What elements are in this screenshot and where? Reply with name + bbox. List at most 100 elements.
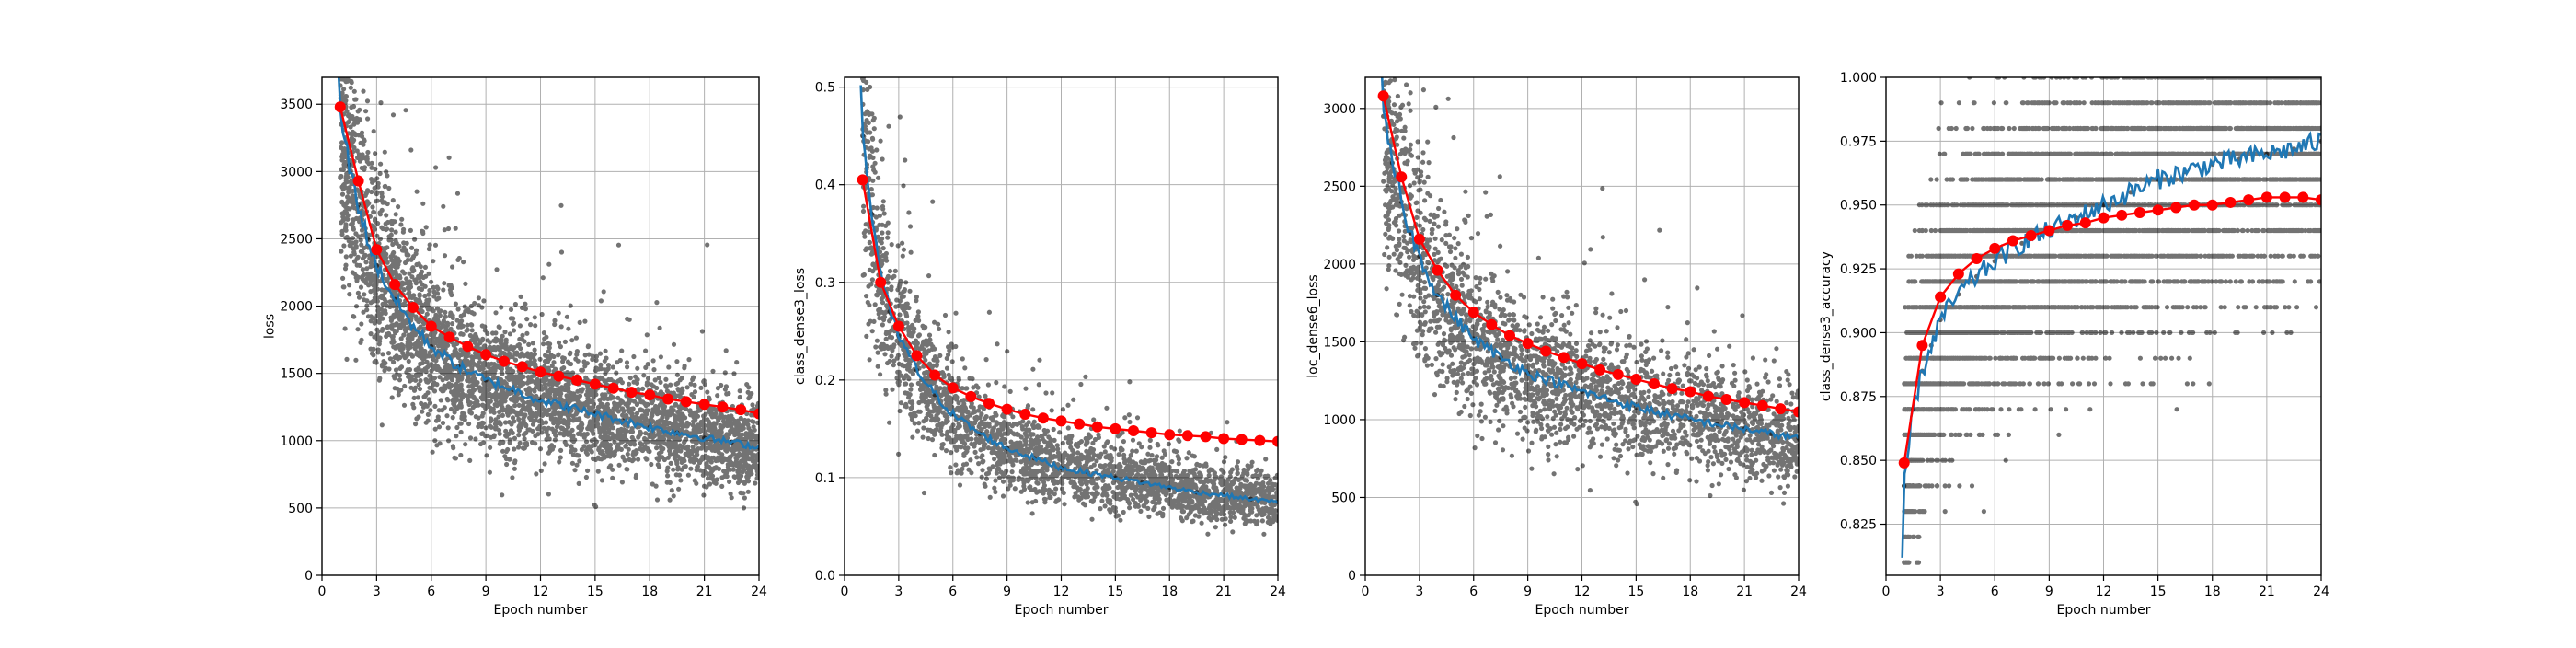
y-tick-label: 3500 [280, 98, 313, 112]
marker-point [335, 101, 346, 112]
x-tick-label: 6 [949, 584, 957, 599]
marker-point [2280, 191, 2291, 202]
marker-point [1667, 383, 1678, 394]
y-axis-label: class_dense3_loss [793, 268, 808, 385]
marker-point [1038, 412, 1049, 423]
x-tick-label: 12 [533, 584, 549, 599]
x-tick-label: 0 [841, 584, 849, 599]
marker-point [2225, 197, 2236, 208]
marker-point [948, 382, 959, 393]
marker-point [499, 356, 510, 367]
marker-point [912, 350, 923, 361]
y-axis-label: class_dense3_accuracy [1819, 251, 1834, 401]
marker-point [699, 399, 710, 410]
y-tick-label: 0.3 [815, 276, 835, 291]
marker-point [1504, 330, 1515, 341]
marker-point [1935, 292, 1946, 303]
marker-point [1703, 391, 1714, 402]
marker-point [1577, 358, 1588, 369]
marker-point [1468, 307, 1479, 318]
marker-point [553, 371, 564, 382]
x-tick-label: 18 [2204, 584, 2221, 599]
x-tick-label: 6 [1469, 584, 1478, 599]
y-tick-label: 1500 [280, 367, 313, 382]
marker-point [480, 349, 491, 360]
y-tick-label: 1500 [1323, 335, 1356, 350]
marker-point [1721, 394, 1732, 405]
x-tick-label: 18 [1161, 584, 1178, 599]
marker-point [1953, 269, 1964, 280]
y-axis-label: loc_dense6_loss [1306, 274, 1321, 377]
marker-point [1218, 433, 1229, 444]
marker-point [735, 404, 746, 415]
y-tick-label: 0.875 [1840, 390, 1877, 405]
marker-point [1146, 427, 1157, 438]
x-tick-label: 24 [1790, 584, 1807, 599]
marker-point [2099, 213, 2110, 224]
marker-point [2170, 202, 2181, 213]
marker-point [2261, 191, 2272, 202]
marker-point [857, 174, 868, 185]
marker-point [1236, 434, 1248, 446]
x-axis-label: Epoch number [494, 603, 588, 618]
marker-point [1523, 338, 1534, 349]
marker-point [353, 176, 364, 187]
marker-point [444, 331, 455, 342]
marker-point [2116, 210, 2127, 221]
y-tick-label: 0.0 [815, 569, 835, 584]
marker-point [2080, 217, 2091, 228]
marker-point [608, 383, 619, 394]
marker-point [2026, 230, 2037, 241]
y-tick-label: 0.2 [815, 374, 835, 388]
y-tick-label: 0.975 [1840, 134, 1877, 149]
x-tick-label: 6 [1991, 584, 1999, 599]
y-tick-label: 0.5 [815, 81, 835, 96]
marker-point [1558, 352, 1570, 363]
y-axis-label: loss [263, 314, 278, 339]
y-tick-label: 0.825 [1840, 518, 1877, 533]
marker-point [2043, 225, 2054, 236]
marker-point [2153, 204, 2164, 215]
marker-point [681, 396, 692, 407]
x-tick-label: 3 [1415, 584, 1423, 599]
x-tick-label: 24 [2313, 584, 2329, 599]
marker-point [2189, 200, 2200, 211]
marker-point [875, 277, 886, 288]
marker-point [1110, 423, 1121, 434]
marker-point [1092, 422, 1103, 433]
y-tick-label: 1000 [280, 434, 313, 449]
x-tick-label: 9 [1003, 584, 1011, 599]
marker-point [1201, 431, 1212, 442]
marker-point [590, 378, 601, 389]
marker-point [462, 341, 473, 352]
marker-point [2243, 194, 2254, 205]
x-tick-label: 3 [1937, 584, 1945, 599]
y-tick-label: 0.950 [1840, 199, 1877, 214]
y-tick-label: 2500 [1323, 179, 1356, 194]
x-tick-label: 3 [894, 584, 903, 599]
marker-point [389, 279, 400, 290]
x-tick-label: 0 [1882, 584, 1891, 599]
marker-point [662, 393, 673, 404]
x-axis-label: Epoch number [1015, 603, 1109, 618]
x-tick-label: 21 [696, 584, 713, 599]
y-tick-label: 3000 [1323, 102, 1356, 117]
marker-point [517, 361, 528, 372]
marker-point [426, 321, 437, 332]
y-tick-label: 0.900 [1840, 326, 1877, 341]
x-tick-label: 18 [1682, 584, 1698, 599]
marker-point [1989, 243, 2000, 254]
marker-point [1649, 378, 1660, 389]
y-tick-label: 2000 [280, 300, 313, 315]
marker-point [1739, 397, 1750, 408]
marker-point [2207, 200, 2218, 211]
x-tick-label: 12 [1574, 584, 1591, 599]
marker-point [1182, 430, 1193, 441]
x-tick-label: 15 [1627, 584, 1644, 599]
x-tick-label: 12 [1053, 584, 1070, 599]
y-tick-label: 2500 [280, 232, 313, 247]
marker-point [1019, 409, 1030, 420]
marker-point [1396, 171, 1407, 182]
y-tick-label: 1.000 [1840, 71, 1877, 86]
